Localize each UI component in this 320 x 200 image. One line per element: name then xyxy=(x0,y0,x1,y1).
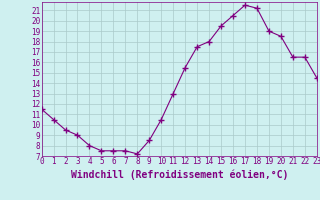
X-axis label: Windchill (Refroidissement éolien,°C): Windchill (Refroidissement éolien,°C) xyxy=(70,169,288,180)
